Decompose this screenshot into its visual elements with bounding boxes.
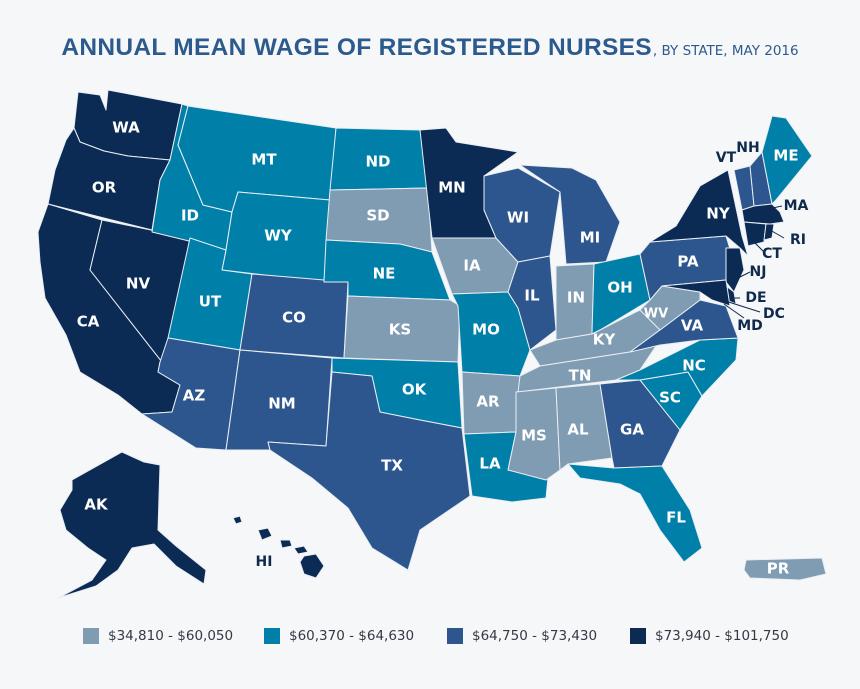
label-ny: NY — [706, 205, 731, 223]
label-dc: DC — [763, 306, 785, 322]
leader-ma — [753, 205, 783, 213]
label-nd: ND — [365, 153, 390, 171]
label-mn: MN — [438, 179, 465, 197]
legend-label-3: $64,750 - $73,430 — [472, 628, 598, 644]
state-ri — [763, 223, 775, 241]
label-ar: AR — [476, 393, 500, 411]
label-or: OR — [92, 179, 117, 197]
legend-label-1: $34,810 - $60,050 — [108, 628, 234, 644]
label-ks: KS — [389, 321, 411, 339]
state-nc — [615, 337, 739, 397]
map-title: ANNUAL MEAN WAGE OF REGISTERED NURSES, B… — [0, 34, 860, 62]
legend-swatch-1 — [83, 628, 99, 644]
state-tx — [267, 371, 471, 571]
leader-md — [723, 303, 745, 319]
legend-item-4: $73,940 - $101,750 — [630, 624, 789, 648]
label-tx: TX — [381, 457, 403, 475]
label-pa: PA — [677, 253, 699, 271]
label-nh: NH — [736, 140, 759, 156]
label-in: IN — [567, 289, 585, 307]
label-sc: SC — [659, 389, 681, 407]
label-ct: CT — [762, 246, 782, 262]
label-wv: WV — [644, 307, 668, 322]
label-mi: MI — [580, 229, 601, 247]
label-mo: MO — [472, 321, 500, 339]
label-ky: KY — [593, 331, 617, 349]
state-al — [555, 383, 613, 471]
label-tn: TN — [569, 367, 592, 385]
label-nc: NC — [682, 357, 706, 375]
label-nj: NJ — [750, 264, 767, 280]
label-me: ME — [773, 147, 798, 165]
label-ne: NE — [373, 265, 396, 283]
legend-item-3: $64,750 - $73,430 — [447, 624, 597, 648]
leader-ri — [769, 229, 785, 239]
label-la: LA — [479, 455, 501, 473]
label-va: VA — [681, 317, 704, 335]
leader-dc — [715, 297, 761, 313]
state-pr — [743, 557, 827, 581]
state-ct — [743, 221, 767, 247]
label-hi: HI — [256, 554, 273, 570]
state-nj — [725, 247, 745, 293]
legend-swatch-4 — [630, 628, 646, 644]
legend: $34,810 - $60,050 $60,370 - $64,630 $64,… — [0, 624, 860, 648]
label-sd: SD — [366, 207, 389, 225]
legend-item-2: $60,370 - $64,630 — [264, 624, 414, 648]
state-hi — [232, 515, 325, 579]
label-id: ID — [181, 207, 199, 225]
label-wa: WA — [112, 119, 140, 137]
label-fl: FL — [666, 509, 686, 527]
legend-label-4: $73,940 - $101,750 — [655, 628, 789, 644]
label-ms: MS — [521, 427, 547, 445]
legend-swatch-2 — [264, 628, 280, 644]
label-wi: WI — [507, 209, 529, 227]
label-ca: CA — [77, 313, 100, 331]
label-az: AZ — [183, 387, 206, 405]
label-al: AL — [567, 421, 589, 439]
label-nv: NV — [126, 275, 151, 293]
state-ks — [343, 295, 461, 363]
state-oh — [591, 253, 651, 335]
label-vt: VT — [716, 150, 737, 166]
label-ri: RI — [790, 232, 806, 248]
title-sub: , BY STATE, MAY 2016 — [652, 43, 799, 59]
legend-item-1: $34,810 - $60,050 — [83, 624, 233, 648]
state-fl — [567, 463, 703, 563]
legend-label-2: $60,370 - $64,630 — [289, 628, 415, 644]
label-ak: AK — [84, 496, 109, 514]
leader-ct — [751, 239, 765, 253]
state-ak — [57, 451, 207, 599]
label-ma: MA — [784, 198, 809, 214]
label-nm: NM — [268, 395, 295, 413]
label-oh: OH — [607, 279, 632, 297]
label-ia: IA — [463, 257, 481, 275]
label-il: IL — [524, 287, 540, 305]
label-mt: MT — [251, 151, 277, 169]
label-ga: GA — [620, 421, 644, 439]
label-md: MD — [737, 318, 763, 334]
leader-nj — [737, 271, 751, 279]
label-pr: PR — [767, 560, 790, 578]
label-co: CO — [282, 309, 306, 327]
title-main: ANNUAL MEAN WAGE OF REGISTERED NURSES — [61, 34, 652, 61]
label-wy: WY — [264, 227, 293, 245]
label-ok: OK — [402, 381, 428, 399]
state-mi — [519, 164, 621, 265]
state-md — [661, 279, 731, 307]
label-ut: UT — [199, 293, 222, 311]
label-de: DE — [745, 290, 766, 306]
us-map: WA OR CA NV ID MT WY UT CO AZ NM ND SD N… — [37, 89, 827, 599]
legend-swatch-3 — [447, 628, 463, 644]
state-ny — [649, 169, 749, 257]
